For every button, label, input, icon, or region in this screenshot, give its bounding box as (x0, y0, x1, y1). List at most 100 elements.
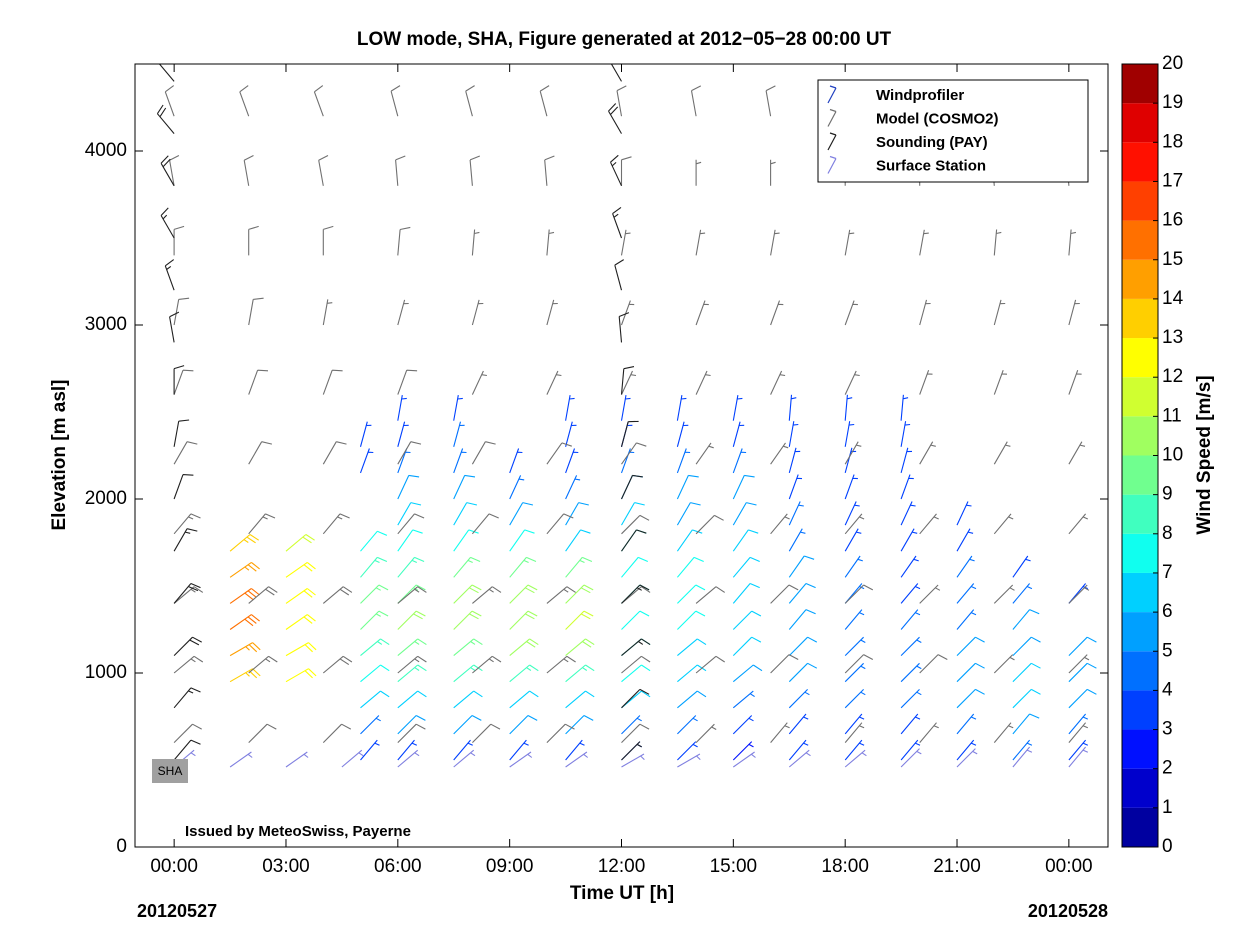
chart-title: LOW mode, SHA, Figure generated at 2012−… (357, 29, 892, 50)
colorbar-band (1122, 729, 1158, 769)
wind-barb (732, 582, 760, 604)
wind-barb (1012, 583, 1033, 604)
wind-barb (453, 395, 463, 421)
wind-barb (770, 370, 786, 395)
station-label: SHA (158, 764, 183, 778)
wind-barb (248, 225, 259, 256)
wind-barb (160, 207, 175, 239)
wind-barb (788, 528, 806, 552)
wind-barb (844, 474, 858, 500)
wind-barb (509, 502, 534, 526)
wind-barb (173, 655, 204, 674)
wind-barb (788, 582, 816, 604)
legend-swatch (827, 108, 837, 127)
wind-barb (993, 654, 1015, 674)
wind-barb (397, 474, 420, 500)
wind-barb (164, 85, 175, 117)
wind-barb (173, 723, 202, 743)
wind-barb (1068, 746, 1089, 768)
wind-barb (285, 561, 316, 578)
wind-barb (621, 474, 643, 500)
wind-barb (956, 662, 985, 683)
wind-barb (677, 584, 706, 604)
legend-swatch (827, 155, 837, 174)
wind-barb (844, 689, 866, 709)
wind-barb (229, 534, 260, 552)
wind-barb (565, 475, 581, 500)
colorbar-tick-label: 4 (1162, 679, 1173, 700)
wind-barb (239, 85, 250, 117)
wind-barb (956, 636, 985, 656)
wind-barb (169, 311, 180, 343)
wind-barb (732, 395, 743, 421)
wind-barb (465, 85, 475, 117)
wind-barb (565, 584, 594, 604)
wind-barb (546, 655, 576, 674)
wind-barb (397, 556, 425, 578)
wind-barb (900, 583, 921, 604)
wind-barb (173, 441, 198, 465)
wind-barb (546, 442, 572, 465)
wind-barb (620, 229, 631, 256)
wind-barb (620, 300, 635, 326)
wind-barb (844, 636, 866, 656)
wind-barb (956, 739, 977, 761)
wind-barb (472, 723, 501, 743)
colorbar-tick-label: 1 (1162, 797, 1173, 818)
wind-barb (169, 155, 180, 186)
wind-barb (695, 442, 714, 465)
wind-barb (900, 739, 921, 761)
colorbar-band (1122, 142, 1158, 182)
wind-barb (509, 638, 539, 657)
wind-barb (546, 513, 574, 535)
wind-barb (844, 229, 855, 256)
wind-barb (173, 513, 201, 535)
wind-barb (229, 588, 260, 604)
plot-area (134, 63, 1109, 848)
wind-barb (565, 690, 595, 709)
wind-barb (900, 555, 919, 578)
wind-barb (248, 441, 273, 465)
wind-barb (621, 741, 642, 761)
wind-barb (695, 300, 709, 326)
wind-barb (788, 739, 809, 761)
colorbar-band (1122, 651, 1158, 691)
wind-barb (453, 638, 483, 657)
x-tick-label: 15:00 (710, 856, 758, 877)
wind-barb (621, 655, 651, 674)
wind-barb (788, 421, 799, 447)
wind-barb (844, 501, 860, 526)
wind-barb (397, 638, 427, 657)
wind-barb (509, 715, 538, 735)
wind-barb (610, 154, 622, 187)
x-tick-label: 06:00 (374, 856, 422, 877)
wind-barb (770, 584, 799, 604)
wind-barb (770, 442, 789, 465)
wind-barb (565, 502, 589, 526)
colorbar-tick-label: 2 (1162, 758, 1173, 779)
wind-barb (509, 556, 537, 578)
x-tick-label: 21:00 (933, 856, 981, 877)
wind-barb (243, 155, 254, 186)
colorbar-tick-label: 12 (1162, 366, 1183, 387)
wind-barb (676, 529, 703, 552)
wind-barb (565, 715, 594, 735)
wind-barb (919, 654, 948, 674)
wind-barb (695, 229, 706, 256)
wind-barb (360, 664, 390, 683)
colorbar-tick-label: 14 (1162, 288, 1184, 309)
legend-swatch (827, 132, 837, 151)
wind-barb (565, 739, 585, 761)
wind-barb (229, 614, 260, 630)
wind-barb (732, 556, 760, 578)
wind-barb (844, 513, 865, 535)
wind-barb (788, 394, 797, 421)
colorbar-band (1122, 690, 1158, 730)
colorbar-tick-label: 18 (1162, 131, 1183, 152)
wind-barb (1068, 299, 1080, 326)
wind-barb (621, 753, 645, 768)
wind-barb (453, 421, 465, 447)
wind-barb (453, 474, 476, 500)
wind-barb (956, 748, 978, 768)
